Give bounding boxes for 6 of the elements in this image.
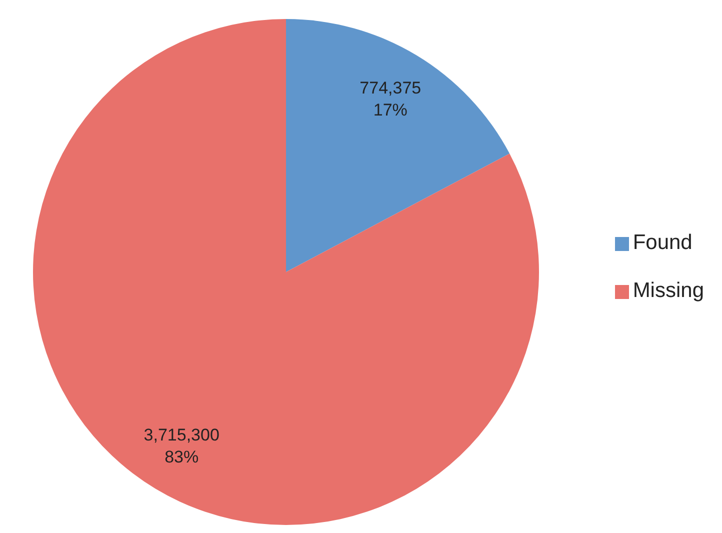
legend-label: Missing bbox=[632, 278, 704, 302]
pie-slice bbox=[286, 19, 510, 272]
pie-slice bbox=[33, 19, 539, 525]
legend-label: Found bbox=[632, 230, 692, 254]
data-label: 774,375 17% bbox=[360, 78, 422, 120]
data-label: 3,715,300 83% bbox=[144, 424, 220, 466]
